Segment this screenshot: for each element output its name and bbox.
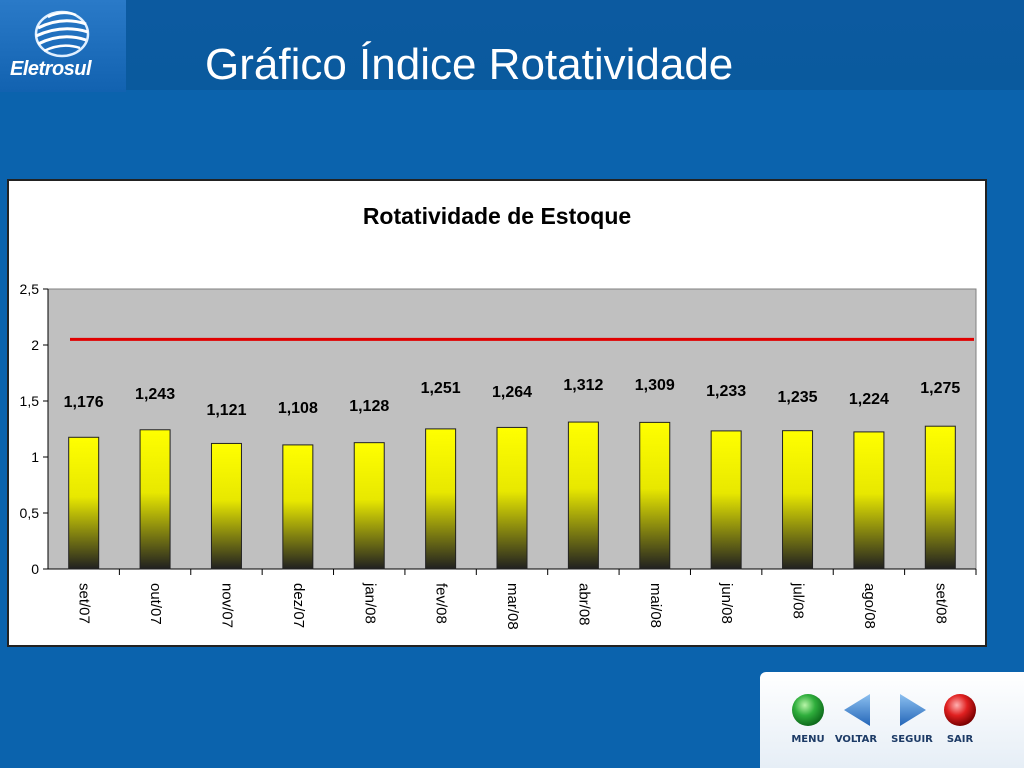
back-button[interactable]: VOLTAR <box>826 690 886 760</box>
x-tick-label: nov/07 <box>218 583 235 628</box>
header-band <box>0 0 1024 90</box>
bar <box>567 421 599 570</box>
x-tick-label: mar/08 <box>504 583 521 630</box>
next-button[interactable]: SEGUIR <box>882 690 942 760</box>
x-tick-label: jun/08 <box>718 582 735 624</box>
exit-button[interactable]: SAIR <box>930 690 990 760</box>
data-label: 1,121 <box>206 402 246 419</box>
data-label: 1,243 <box>135 386 175 403</box>
menu-label: MENU <box>791 734 825 745</box>
y-tick-label: 1 <box>31 449 39 465</box>
data-label: 1,264 <box>492 384 532 401</box>
bar <box>425 428 457 570</box>
data-label: 1,176 <box>64 394 104 411</box>
chart-title: Rotatividade de Estoque <box>362 203 632 229</box>
data-label: 1,309 <box>635 377 675 394</box>
bar <box>924 425 956 570</box>
y-tick-label: 2,5 <box>20 281 40 297</box>
globe-logo-icon <box>34 10 90 58</box>
x-tick-label: abr/08 <box>575 583 592 626</box>
slide-title: Gráfico Índice Rotatividade <box>205 40 734 89</box>
data-label: 1,108 <box>278 400 318 417</box>
y-tick-label: 0,5 <box>20 505 40 521</box>
right-arrow-icon <box>900 694 926 726</box>
bar <box>210 442 242 570</box>
x-tick-label: jul/08 <box>790 582 807 619</box>
bar <box>496 426 528 570</box>
x-tick-label: set/07 <box>76 583 93 624</box>
left-arrow-icon <box>844 694 870 726</box>
y-tick-label: 2 <box>31 337 39 353</box>
x-tick-label: mai/08 <box>647 583 664 628</box>
data-label: 1,275 <box>920 380 960 397</box>
data-label: 1,312 <box>563 377 603 394</box>
logo: Eletrosul <box>0 0 126 92</box>
nav-panel: MENU VOLTAR SEGUIR SAIR <box>760 672 1024 768</box>
data-label: 1,128 <box>349 398 389 415</box>
data-label: 1,224 <box>849 391 889 408</box>
data-label: 1,233 <box>706 383 746 400</box>
bar <box>782 430 814 570</box>
y-tick-label: 1,5 <box>20 393 40 409</box>
x-tick-label: dez/07 <box>290 583 307 628</box>
bar <box>853 431 885 570</box>
next-label: SEGUIR <box>891 734 933 745</box>
bar <box>139 429 171 570</box>
bar <box>710 430 742 570</box>
chart: 0 0,5 1 1,5 2 2,5 set/07 out/07 nov/07 dez/07 jan/… <box>20 281 977 630</box>
red-orb-icon <box>944 694 976 726</box>
x-tick-label: fev/08 <box>433 583 450 624</box>
x-tick-label: set/08 <box>932 583 949 624</box>
chart-frame: Rotatividade de Estoque 0 0,5 1 1,5 2 2,5 set/… <box>7 179 987 647</box>
x-tick-label: out/07 <box>147 583 164 625</box>
logo-text: Eletrosul <box>10 58 92 80</box>
green-orb-icon <box>792 694 824 726</box>
bar <box>68 436 100 570</box>
bar <box>282 444 314 570</box>
data-label: 1,235 <box>778 389 818 406</box>
x-tick-label: ago/08 <box>861 583 878 629</box>
x-tick-label: jan/08 <box>361 582 378 624</box>
menu-button[interactable]: MENU <box>778 690 838 760</box>
y-tick-label: 0 <box>31 561 39 577</box>
back-label: VOLTAR <box>834 734 878 745</box>
bar <box>353 442 385 570</box>
bar <box>639 421 671 570</box>
data-label: 1,251 <box>421 380 461 397</box>
exit-label: SAIR <box>946 734 974 745</box>
